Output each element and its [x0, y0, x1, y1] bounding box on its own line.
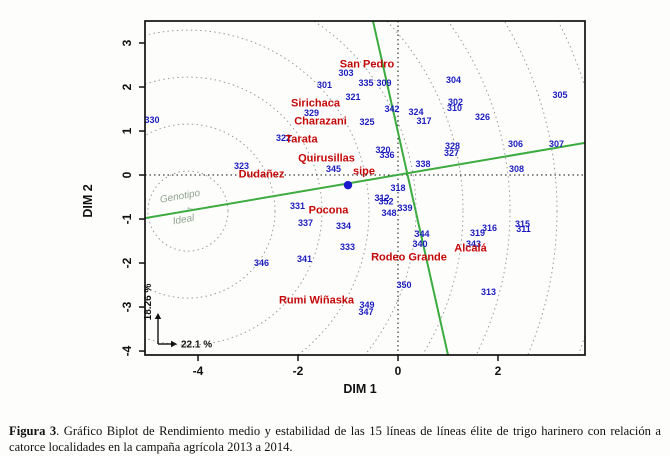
stability-ring — [447, 21, 511, 355]
genotype-label: 323 — [234, 161, 249, 171]
genotype-label: 340 — [412, 239, 427, 249]
genotype-label: 334 — [336, 221, 351, 231]
genotype-label: 316 — [482, 223, 497, 233]
environment-label: Pocona — [309, 205, 350, 217]
genotype-label: 327 — [444, 148, 459, 158]
y-axis-tick-label: -2 — [120, 257, 134, 268]
stability-ring — [503, 21, 558, 355]
variance-arrow-right-head — [171, 340, 177, 348]
y-axis-tick-label: 3 — [120, 39, 134, 46]
stability-ring — [145, 123, 276, 299]
x-axis-tick-label: -4 — [193, 364, 204, 378]
x-axis-tick-label: 2 — [495, 364, 502, 378]
genotype-label: 326 — [475, 112, 490, 122]
aec-main-line — [145, 141, 585, 220]
genotype-label: 329 — [304, 108, 319, 118]
genotype-label: 310 — [447, 103, 462, 113]
environment-label: Charazani — [294, 115, 347, 127]
genotype-label: 304 — [446, 75, 461, 85]
genotype-label: 346 — [254, 258, 269, 268]
figure-caption: Figura 3. Gráfico Biplot de Rendimiento … — [0, 414, 670, 456]
stability-ring — [0, 0, 651, 402]
environment-label: sipe — [353, 166, 375, 178]
genotype-label: 320 — [375, 145, 390, 155]
x-axis-tick-label: 0 — [395, 364, 402, 378]
y-axis-tick-label: -1 — [120, 213, 134, 224]
genotype-label: 336 — [379, 150, 394, 160]
genotype-label: 322 — [276, 133, 291, 143]
y-axis-title: DIM 2 — [81, 184, 95, 217]
environment-label: Dudañez — [239, 169, 285, 181]
x-axis-title: DIM 1 — [343, 382, 376, 396]
genotype-label: 349 — [359, 300, 374, 310]
plot-border — [144, 20, 586, 356]
genotype-label: 330 — [144, 115, 159, 125]
y-axis-tick-label: -4 — [120, 345, 134, 356]
genotype-label: 321 — [345, 92, 360, 102]
environment-label: Tarata — [285, 133, 318, 145]
genotype-label: 342 — [384, 104, 399, 114]
genotype-label: 311 — [516, 224, 531, 234]
y-axis-tick-label: 1 — [120, 127, 134, 134]
genotype-label: 348 — [381, 208, 396, 218]
genotype-label: 305 — [552, 90, 567, 100]
stability-ring — [147, 170, 229, 252]
genotype-label: 318 — [390, 183, 405, 193]
figure-caption-text: . Gráfico Biplot de Rendimiento medio y … — [9, 423, 661, 454]
genotype-label: 343 — [466, 239, 481, 249]
environment-label: Sirichaca — [291, 97, 341, 109]
environment-label: Alcalá — [454, 243, 487, 255]
mean-genotype-point — [343, 180, 353, 190]
environment-label: Quirusillas — [298, 152, 355, 164]
genotype-label: 350 — [396, 280, 411, 290]
ideal-genotype-annotation: Ideal — [172, 213, 196, 228]
environment-label: Rumi Wiñaska — [279, 294, 355, 306]
genotype-label: 324 — [408, 107, 423, 117]
figure-caption-label: Figura 3 — [9, 423, 57, 438]
biplot-chart-container: Genotipo Ideal ← 330 323 322 301 303 335 309 304 30… — [0, 0, 651, 402]
x-variance-label: 22.1 % — [181, 340, 212, 351]
genotype-label: 341 — [297, 254, 312, 264]
y-axis-tick-label: 0 — [120, 171, 134, 178]
genotype-label: 339 — [397, 203, 412, 213]
ideal-genotype-annotation: ← — [185, 201, 197, 214]
genotype-label: 352 — [378, 196, 393, 206]
variance-arrow-up-head — [154, 313, 162, 319]
genotype-label: 335 — [358, 78, 373, 88]
environment-label: Rodeo Grande — [371, 251, 447, 263]
stability-ring — [145, 76, 323, 346]
genotype-label: 344 — [414, 229, 429, 239]
genotype-label: 325 — [359, 117, 374, 127]
genotype-label: 307 — [549, 139, 564, 149]
genotype-label: 303 — [338, 68, 353, 78]
genotype-label: 313 — [481, 287, 496, 297]
y-variance-label: 18.26 % — [143, 284, 154, 321]
genotype-label: 337 — [298, 218, 313, 228]
genotype-label: 345 — [326, 164, 341, 174]
environment-label: San Pedro — [340, 59, 395, 71]
genotype-label: 338 — [415, 159, 430, 169]
genotype-label: 312 — [374, 193, 389, 203]
y-axis-tick-label: -3 — [120, 301, 134, 312]
genotype-label: 301 — [317, 80, 332, 90]
y-axis-tick-label: 2 — [120, 83, 134, 90]
genotype-label: 309 — [376, 78, 391, 88]
x-axis-tick-label: -2 — [293, 364, 304, 378]
genotype-label: 331 — [290, 201, 305, 211]
genotype-label: 306 — [508, 139, 523, 149]
genotype-label: 308 — [509, 164, 524, 174]
genotype-label: 319 — [470, 228, 485, 238]
genotype-label: 328 — [445, 141, 460, 151]
genotype-label: 317 — [416, 116, 431, 126]
aec-perpendicular-line — [372, 21, 449, 355]
genotype-label: 315 — [515, 219, 530, 229]
genotype-label: 347 — [358, 307, 373, 317]
genotype-label: 302 — [448, 97, 463, 107]
genotype-label: 333 — [340, 242, 355, 252]
